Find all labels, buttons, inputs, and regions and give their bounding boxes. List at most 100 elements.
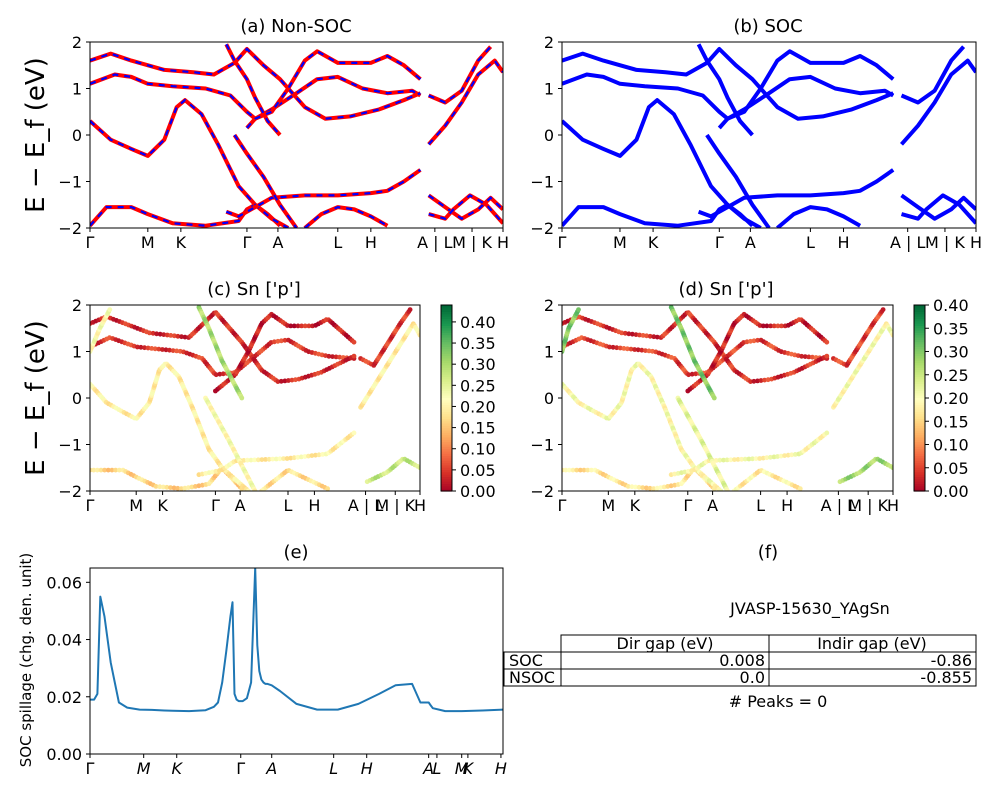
- band-point: [179, 486, 184, 491]
- band-point: [755, 378, 760, 384]
- y-tick-label: 2: [72, 33, 82, 52]
- x-tick-label: H: [361, 759, 373, 778]
- colorbar-segment: [441, 484, 452, 487]
- colorbar-tick-label: 0.20: [933, 389, 969, 408]
- projected-band-plot-d: 210−1−2Γ M K Γ A L H A | LM | KH: [530, 296, 899, 515]
- band-point: [275, 338, 281, 344]
- colorbar-segment: [914, 325, 925, 329]
- band-point: [135, 344, 140, 350]
- colorbar-segment: [914, 314, 925, 318]
- band-point: [570, 467, 576, 473]
- band-point: [718, 488, 724, 491]
- band-point: [295, 454, 301, 460]
- band-point: [150, 330, 156, 336]
- colorbar-segment: [914, 400, 925, 404]
- colorbar-segment: [441, 323, 452, 327]
- band-point: [728, 457, 734, 463]
- band-point: [630, 331, 635, 337]
- colorbar-segment: [914, 488, 925, 492]
- y-tick-label: −2: [58, 482, 82, 501]
- colorbar-segment: [441, 342, 452, 346]
- colorbar-segment: [441, 379, 452, 383]
- y-tick-label: 0: [544, 126, 554, 145]
- band-point: [175, 333, 181, 339]
- x-tick-label: M | K: [925, 233, 965, 252]
- x-tick-label: Γ: [715, 233, 724, 252]
- colorbar-segment: [914, 379, 925, 383]
- colorbar-segment: [441, 460, 452, 464]
- colorbar-segment: [914, 402, 925, 406]
- colorbar-segment: [441, 411, 452, 415]
- band-point: [757, 456, 763, 461]
- band-point: [142, 345, 147, 351]
- band-point: [172, 333, 177, 339]
- x-tick-label: H: [308, 496, 320, 515]
- colorbar-segment: [441, 402, 452, 406]
- x-tick-label: L: [329, 759, 338, 778]
- colorbar-segment: [441, 481, 452, 485]
- band-point: [771, 454, 777, 460]
- band-point: [417, 465, 420, 471]
- panel-a-title: (a) Non-SOC: [240, 16, 351, 37]
- band-point: [768, 454, 773, 460]
- colorbar-segment: [441, 393, 452, 397]
- colorbar-tick-label: 0.10: [933, 436, 969, 455]
- band-point: [182, 334, 188, 340]
- y-tick-label: −2: [530, 219, 554, 238]
- band-point: [147, 330, 152, 336]
- colorbar-segment: [914, 430, 925, 434]
- band-point: [824, 339, 830, 345]
- colorbar-segment: [914, 453, 925, 457]
- x-tick-label: M: [137, 759, 151, 778]
- colorbar-segment: [914, 307, 925, 311]
- colorbar-segment: [914, 386, 925, 390]
- band-point: [636, 484, 642, 490]
- band-point: [797, 486, 803, 491]
- colorbar-segment: [441, 432, 452, 436]
- colorbar-segment: [914, 465, 925, 469]
- band-point: [109, 467, 115, 473]
- colorbar-segment: [441, 330, 452, 334]
- colorbar-segment: [441, 346, 452, 350]
- band-point: [306, 453, 311, 459]
- band-point: [750, 456, 755, 462]
- colorbar-segment: [914, 432, 925, 436]
- colorbar-segment: [441, 423, 452, 427]
- colorbar-segment: [441, 439, 452, 443]
- x-tick-label: M: [601, 496, 615, 515]
- band-point: [153, 484, 159, 489]
- colorbar-segment: [914, 374, 925, 378]
- colorbar-segment: [441, 363, 452, 367]
- colorbar-segment: [914, 323, 925, 327]
- x-tick-label: M: [129, 496, 143, 515]
- y-tick-label: 2: [544, 296, 554, 315]
- band-point: [213, 372, 219, 378]
- colorbar-segment: [441, 335, 452, 339]
- band-point: [282, 337, 288, 343]
- band-point: [689, 371, 695, 377]
- band-point: [286, 378, 291, 383]
- band-point: [610, 344, 616, 350]
- colorbar-segment: [441, 337, 452, 341]
- colorbar-segment: [914, 328, 925, 332]
- band-point: [417, 332, 420, 338]
- colorbar-segment: [914, 309, 925, 313]
- band-point: [266, 456, 272, 462]
- band-point: [768, 323, 773, 329]
- band-point: [325, 486, 330, 491]
- colorbar-segment: [441, 425, 452, 429]
- colorbar-segment: [441, 486, 452, 490]
- colorbar-segment: [914, 395, 925, 399]
- x-tick-label: Γ: [211, 496, 220, 515]
- colorbar-segment: [914, 460, 925, 464]
- colorbar-segment: [914, 377, 925, 380]
- colorbar-tick-label: 0.00: [933, 482, 969, 501]
- band-point: [717, 457, 723, 463]
- band-point: [157, 331, 163, 337]
- band-line: [900, 193, 976, 221]
- band-point: [255, 457, 261, 463]
- colorbar-segment: [441, 311, 452, 315]
- colorbar-segment: [441, 488, 452, 492]
- band-point: [646, 348, 652, 354]
- colorbar-segment: [914, 381, 925, 385]
